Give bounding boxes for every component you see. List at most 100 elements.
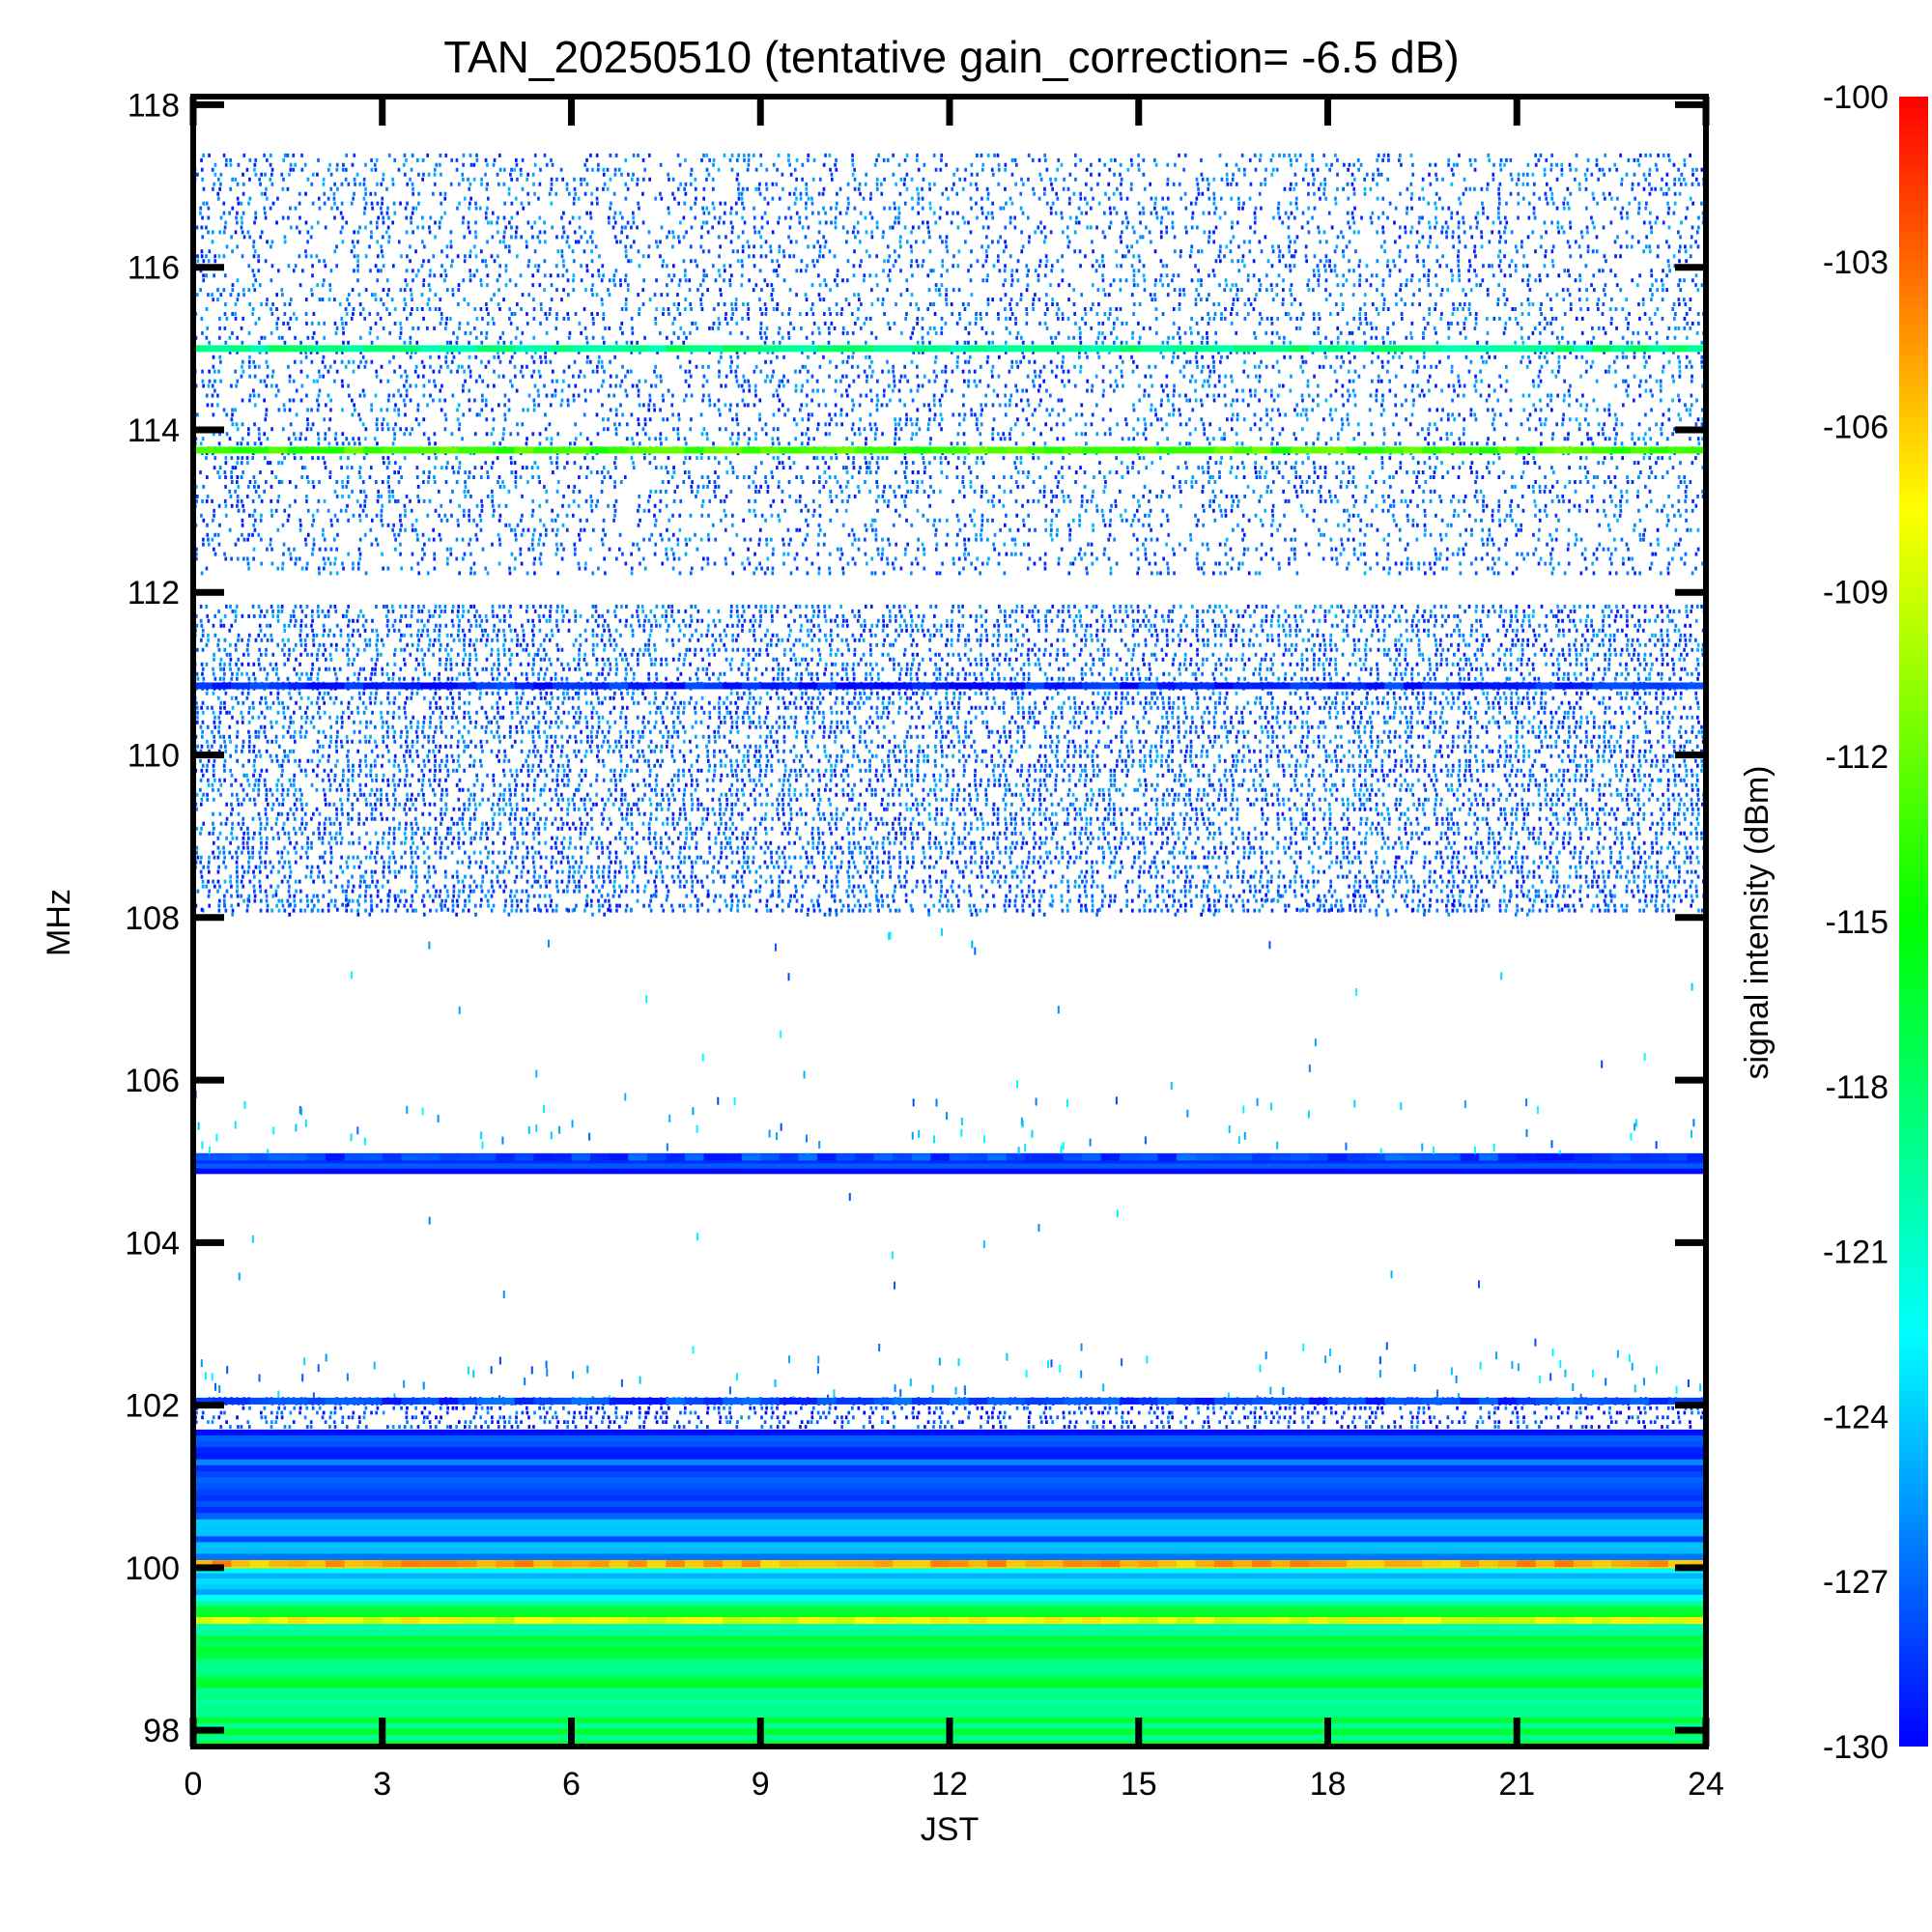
sparse-cell [1307,1110,1310,1119]
carrier-segment [1308,446,1328,454]
carrier-segment [1043,682,1064,690]
carrier-segment [552,682,572,690]
speckle-cells [446,1402,1625,1429]
carrier-segment [1403,682,1423,690]
sparse-cell [258,1374,261,1382]
carrier-segment [987,1560,1008,1568]
speckle-cells [195,153,1694,571]
speckle-cells [807,907,810,912]
sparse-cell [728,1386,731,1395]
speckle-cells [246,157,1671,571]
speckle-cells [498,1402,1631,1429]
sparse-cell [1616,1350,1619,1358]
band-row [193,1530,1706,1537]
carrier-segment [326,1153,346,1161]
carrier-segment [419,1153,440,1161]
carrier-segment [363,1397,384,1405]
carrier-segment [249,345,270,353]
carrier-segment [1157,682,1178,690]
sparse-cell [546,1368,549,1377]
sparse-cell [974,947,977,955]
sparse-cell [940,927,943,936]
speckle-cells [200,153,1652,576]
speckle-cells [653,893,656,897]
carrier-segment [684,1153,705,1161]
carrier-segment [571,1617,591,1625]
carrier-segment [666,1560,686,1568]
carrier-segment [723,1560,743,1568]
carrier-segment [571,1397,591,1405]
band-row [193,1477,1706,1484]
carrier-segment [816,1153,838,1161]
carrier-segment [1479,1560,1499,1568]
sparse-cell [938,1357,941,1366]
speckle-cells [193,604,1706,913]
carrier-segment [306,682,327,690]
carrier-segment [1687,1617,1706,1625]
carrier-segment [893,682,913,690]
speckle-cells [228,162,1692,547]
sparse-cell [1378,1370,1381,1378]
carrier-segment [1667,1617,1688,1625]
carrier-segment [231,1617,251,1625]
carrier-segment [836,1617,856,1625]
spectrum-band [193,1519,1706,1560]
band-row [193,1542,1706,1548]
carrier-segment [1100,345,1121,353]
speckle-cells [665,1402,950,1429]
carrier-segment [1063,446,1083,454]
carrier-segment [344,1153,364,1161]
band-row [193,1629,1706,1636]
sparse-cell [251,1235,254,1243]
carrier-segment [1573,682,1594,690]
sparse-cell [1601,1060,1604,1068]
carrier-segment [439,1617,459,1625]
sparse-cell [1492,1143,1495,1151]
carrier-segment [1025,446,1045,454]
carrier-segment [1649,1617,1669,1625]
carrier-segment [1233,682,1253,690]
x-axis: 0 3 6 9 12 15 18 21 24 [185,97,1724,1803]
speckle-cells [228,604,1694,894]
carrier-segment [1233,446,1253,454]
carrier-segment [1157,345,1178,353]
sparse-cell [774,1378,777,1387]
speckle-cells [241,604,1681,913]
speckle-cells [1528,897,1532,902]
x-tick-label: 12 [931,1766,968,1803]
speckle-cells [1422,893,1426,897]
speckle-cells [223,609,1699,908]
sparse-cell [1463,1100,1466,1109]
carrier-segment [798,682,818,690]
speckle-cells [217,153,1698,566]
carrier-segment [1233,1397,1253,1405]
speckle-cells [213,162,1658,576]
speckle-cells [380,1402,1520,1429]
carrier-segment [911,1397,931,1405]
carrier-segment [1611,682,1632,690]
carrier-segment [950,1397,970,1405]
sparse-cell [1675,1385,1678,1394]
band-row [193,1489,1706,1496]
carrier-segment [1176,1560,1196,1568]
carrier-segment [816,446,838,454]
carrier-segment [1535,1397,1555,1405]
sparse-cell [733,1096,736,1105]
colorbar-tick-label: -130 [1823,1729,1889,1766]
x-tick-label: 0 [185,1766,203,1803]
speckle-cells [205,162,1706,566]
band-row [193,1605,1706,1613]
carrier-segment [1517,682,1537,690]
colorbar-tick-label: -106 [1823,410,1889,446]
sparse-cell [1687,1379,1690,1388]
speckle-cells [289,902,292,907]
carrier-segment [628,682,648,690]
speckle-cells [195,609,1706,913]
carrier-segment [609,1617,629,1625]
carrier-segment [1043,446,1064,454]
carrier-segment [1252,1397,1272,1405]
speckle-cells [969,893,973,897]
carrier-segment [382,1397,402,1405]
carrier-segment [1384,1397,1405,1405]
speckle-cells [242,167,1693,556]
